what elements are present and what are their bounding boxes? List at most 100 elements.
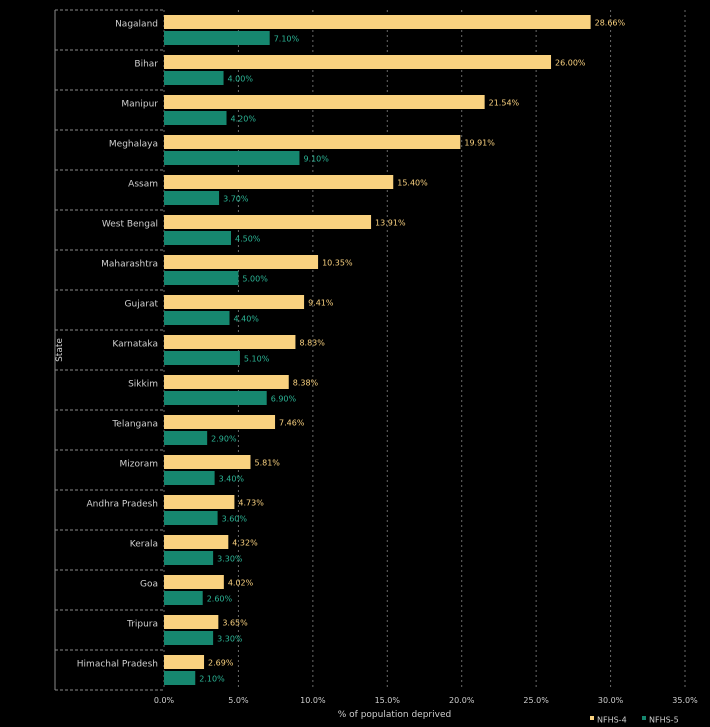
data-label-nfhs5: 2.10% [199,675,225,684]
bar-nfhs5 [164,631,214,645]
x-axis-title: % of population deprived [338,710,451,720]
bar-nfhs4 [164,455,251,469]
x-tick-label: 5.0% [228,696,249,705]
x-tick-label: 10.0% [300,696,326,705]
category-label: Manipur [121,100,158,110]
bar-nfhs5 [164,471,215,485]
bar-nfhs4 [164,535,229,549]
legend-label-nfhs5: NFHS-5 [649,716,679,725]
bar-nfhs5 [164,71,224,85]
data-label-nfhs4: 26.00% [555,59,586,68]
data-label-nfhs4: 5.81% [254,459,280,468]
data-label-nfhs5: 5.00% [242,275,268,284]
legend-swatch-nfhs4 [590,716,594,720]
data-label-nfhs5: 6.90% [271,395,297,404]
category-label: Karnataka [112,340,158,350]
x-tick-label: 30.0% [598,696,624,705]
bar-nfhs5 [164,511,218,525]
data-label-nfhs4: 3.65% [222,619,248,628]
category-label: Nagaland [115,20,158,30]
data-label-nfhs5: 7.10% [274,35,300,44]
bar-nfhs5 [164,431,208,445]
bar-nfhs4 [164,295,305,309]
bar-nfhs5 [164,311,230,325]
bar-nfhs4 [164,135,461,149]
bar-nfhs5 [164,191,220,205]
data-label-nfhs5: 3.30% [217,635,243,644]
data-label-nfhs4: 21.54% [489,99,520,108]
legend-label-nfhs4: NFHS-4 [597,716,627,725]
data-label-nfhs5: 9.10% [303,155,329,164]
bar-nfhs4 [164,215,372,229]
category-label: Gujarat [125,300,159,310]
category-label: Mizoram [120,460,158,470]
data-label-nfhs5: 4.20% [231,115,257,124]
bar-nfhs4 [164,495,235,509]
bar-nfhs4 [164,655,205,669]
category-label: Kerala [130,540,158,550]
bar-nfhs5 [164,671,196,685]
bar-nfhs5 [164,391,267,405]
bar-nfhs4 [164,375,289,389]
bar-nfhs5 [164,231,231,245]
data-label-nfhs4: 4.02% [228,579,254,588]
data-label-nfhs5: 3.60% [222,515,248,524]
bar-nfhs5 [164,351,240,365]
x-tick-label: 15.0% [375,696,401,705]
category-label: Tripura [126,620,158,630]
category-label: Sikkim [128,380,158,390]
category-label: West Bengal [102,220,158,230]
data-label-nfhs4: 13.91% [375,219,406,228]
bar-nfhs5 [164,111,227,125]
data-label-nfhs4: 9.41% [308,299,334,308]
category-label: Telangana [111,420,158,430]
data-label-nfhs5: 3.30% [217,555,243,564]
data-label-nfhs4: 4.32% [232,539,258,548]
bar-nfhs5 [164,151,300,165]
bar-nfhs4 [164,575,224,589]
data-label-nfhs4: 2.69% [208,659,234,668]
category-label: Assam [128,180,158,190]
data-label-nfhs5: 4.00% [228,75,254,84]
data-label-nfhs4: 4.73% [238,499,264,508]
data-label-nfhs5: 2.60% [207,595,233,604]
data-label-nfhs4: 10.35% [322,259,353,268]
data-label-nfhs4: 7.46% [279,419,305,428]
x-tick-label: 25.0% [523,696,549,705]
data-label-nfhs5: 2.90% [211,435,237,444]
bar-nfhs4 [164,95,485,109]
category-label: Himachal Pradesh [77,660,158,670]
data-label-nfhs4: 8.83% [299,339,325,348]
category-label: Bihar [134,60,158,70]
y-axis-title: State [55,338,65,362]
x-tick-label: 20.0% [449,696,475,705]
legend-swatch-nfhs5 [642,716,646,720]
x-tick-label: 35.0% [672,696,698,705]
data-label-nfhs4: 19.91% [464,139,495,148]
bar-nfhs5 [164,591,203,605]
bar-nfhs4 [164,15,591,29]
data-label-nfhs5: 5.10% [244,355,270,364]
category-label: Maharashtra [101,260,158,270]
data-label-nfhs4: 15.40% [397,179,428,188]
bar-nfhs4 [164,175,394,189]
bar-nfhs4 [164,55,552,69]
data-label-nfhs5: 4.50% [235,235,261,244]
bar-nfhs4 [164,335,296,349]
category-label: Andhra Pradesh [87,500,158,510]
bar-nfhs4 [164,615,219,629]
bar-nfhs5 [164,551,214,565]
data-label-nfhs4: 8.38% [293,379,319,388]
bar-nfhs4 [164,255,319,269]
category-label: Meghalaya [109,140,158,150]
data-label-nfhs4: 28.66% [595,19,626,28]
bar-nfhs5 [164,31,270,45]
bar-nfhs4 [164,415,276,429]
category-label: Goa [140,580,158,590]
data-label-nfhs5: 3.40% [219,475,245,484]
data-label-nfhs5: 4.40% [233,315,259,324]
x-tick-label: 0.0% [154,696,175,705]
bar-nfhs5 [164,271,239,285]
data-label-nfhs5: 3.70% [223,195,249,204]
